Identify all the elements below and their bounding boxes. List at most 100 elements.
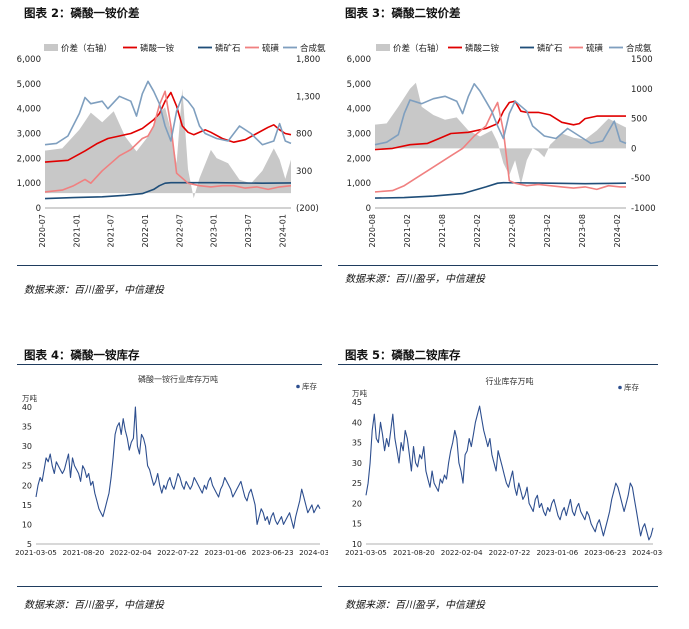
y-tick-label: 6,000 bbox=[17, 55, 41, 65]
source-note: 数据来源：百川盈孚，中信建投 bbox=[345, 274, 485, 285]
y-tick-label: 5 bbox=[27, 540, 32, 549]
y2-tick-label: 500 bbox=[631, 115, 647, 125]
x-tick-label: 2021-07 bbox=[107, 214, 116, 247]
y-tick-label: 30 bbox=[22, 442, 32, 451]
x-tick-label: 2021-01 bbox=[72, 214, 81, 247]
y-tick-label: 35 bbox=[22, 423, 32, 432]
legend-label: 硫磺 bbox=[586, 43, 604, 54]
x-tick-label: 2021-08-20 bbox=[62, 548, 104, 557]
x-tick-label: 2021-03-05 bbox=[15, 548, 57, 557]
y-tick-label: 5,000 bbox=[17, 80, 41, 90]
legend-label: 磷矿石 bbox=[215, 43, 241, 54]
legend-label: 磷矿石 bbox=[537, 43, 563, 54]
series-spread-area bbox=[375, 82, 626, 185]
y-tick-label: 0 bbox=[36, 204, 41, 214]
legend-marker bbox=[296, 384, 300, 389]
y-tick-label: 5,000 bbox=[347, 80, 371, 90]
x-tick-label: 2024-03-01 bbox=[299, 548, 328, 557]
y-tick-label: 20 bbox=[352, 499, 362, 508]
source-note: 数据来源：百川盈孚，中信建投 bbox=[345, 600, 485, 611]
series-line-sulfur bbox=[374, 101, 626, 193]
chart-dap-spread: 价差（右轴） 磷酸二铵 磷矿石 硫磺 合成氨 0 1,000 2,000 3,000 4,000 5… bbox=[347, 43, 656, 247]
series-line-ammonia bbox=[374, 82, 627, 146]
y-axis-unit: 万吨 bbox=[22, 393, 37, 403]
chart-title: 行业库存万吨 bbox=[486, 376, 534, 386]
x-tick-label: 2023-01-06 bbox=[204, 548, 246, 557]
legend-label: 库存 bbox=[302, 381, 317, 391]
x-tick-label: 2020-07 bbox=[38, 214, 47, 247]
divider bbox=[17, 364, 322, 365]
source-note: 数据来源：百川盈孚，中信建投 bbox=[24, 600, 164, 611]
divider bbox=[17, 265, 322, 266]
x-tick-label: 2022-02 bbox=[473, 214, 482, 247]
y2-tick-label: 800 bbox=[296, 130, 312, 140]
divider bbox=[338, 586, 658, 587]
x-tick-label: 2023-01-06 bbox=[536, 548, 578, 557]
x-tick-label: 2024-01 bbox=[278, 214, 287, 247]
x-tick-label: 2023-06-23 bbox=[252, 548, 294, 557]
figure-title: 图表 5：磷酸二铵库存 bbox=[345, 348, 461, 362]
figure-title: 图表 3：磷酸二铵价差 bbox=[345, 6, 461, 20]
series-line-inventory bbox=[35, 406, 321, 529]
x-tick-label: 2021-02 bbox=[403, 214, 412, 247]
y-tick-label: 20 bbox=[22, 481, 32, 490]
y-tick-label: 15 bbox=[352, 520, 362, 529]
x-tick-label: 2022-07-22 bbox=[157, 548, 199, 557]
y2-tick-label: 300 bbox=[296, 167, 312, 177]
series-line-phosphate bbox=[374, 100, 626, 151]
y-tick-label: 2,000 bbox=[17, 154, 41, 164]
legend-swatch bbox=[44, 44, 58, 51]
x-tick-label: 2021-08 bbox=[438, 214, 447, 247]
series-line-ammonia bbox=[44, 80, 292, 146]
y2-tick-label: 1,300 bbox=[296, 92, 320, 102]
figure-title: 图表 4：磷酸一铵库存 bbox=[24, 348, 140, 362]
y-tick-label: 1,000 bbox=[17, 179, 41, 189]
divider bbox=[338, 265, 658, 266]
y-tick-label: 0 bbox=[366, 204, 371, 214]
y-tick-label: 1,000 bbox=[347, 179, 371, 189]
y-tick-label: 10 bbox=[352, 540, 362, 549]
y-tick-label: 3,000 bbox=[17, 130, 41, 140]
legend-swatch bbox=[376, 44, 390, 51]
series-line-sulfur bbox=[44, 90, 292, 193]
y-tick-label: 10 bbox=[22, 520, 32, 529]
legend-label: 合成氨 bbox=[626, 43, 652, 54]
legend-label: 磷酸一铵 bbox=[140, 43, 175, 54]
y2-tick-label: 0 bbox=[631, 144, 636, 154]
y-tick-label: 6,000 bbox=[347, 55, 371, 65]
x-tick-label: 2022-07-22 bbox=[489, 548, 531, 557]
chart-title: 磷酸一铵行业库存万吨 bbox=[138, 374, 218, 384]
x-tick-label: 2024-03-01 bbox=[632, 548, 663, 557]
y-tick-label: 45 bbox=[352, 398, 362, 407]
y-tick-label: 2,000 bbox=[347, 154, 371, 164]
chart-map-spread: 价差（右轴） 磷酸一铵 磷矿石 硫磺 合成氨 0 1,000 2,000 3,000 4,000 5… bbox=[17, 43, 326, 247]
x-tick-label: 2021-08-20 bbox=[393, 548, 435, 557]
y2-tick-label: 1000 bbox=[631, 85, 653, 95]
x-tick-label: 2022-02-04 bbox=[441, 548, 483, 557]
legend-label: 价差（右轴） bbox=[61, 43, 112, 54]
y-tick-label: 40 bbox=[352, 418, 362, 427]
series-line-inventory bbox=[365, 405, 654, 541]
x-tick-label: 2022-08 bbox=[508, 214, 517, 247]
y-tick-label: 15 bbox=[22, 501, 32, 510]
legend-label: 磷酸二铵 bbox=[465, 43, 500, 54]
x-tick-label: 2023-08 bbox=[578, 214, 587, 247]
y2-tick-label: 1500 bbox=[631, 55, 653, 65]
y-tick-label: 40 bbox=[22, 403, 32, 412]
legend-label: 合成氨 bbox=[300, 43, 326, 54]
x-tick-label: 2022-02-04 bbox=[110, 548, 152, 557]
y-tick-label: 35 bbox=[352, 439, 362, 448]
legend-label: 库存 bbox=[624, 382, 639, 392]
x-tick-label: 2023-02 bbox=[543, 214, 552, 247]
y2-tick-label: -500 bbox=[631, 174, 650, 184]
y2-tick-label: (200) bbox=[296, 204, 319, 214]
y-tick-label: 25 bbox=[352, 479, 362, 488]
series-line-rock bbox=[374, 181, 627, 199]
series-line-rock bbox=[44, 181, 292, 200]
divider bbox=[338, 364, 658, 365]
y2-tick-label: 1,800 bbox=[296, 55, 320, 65]
y-tick-label: 30 bbox=[352, 459, 362, 468]
divider bbox=[17, 586, 322, 587]
